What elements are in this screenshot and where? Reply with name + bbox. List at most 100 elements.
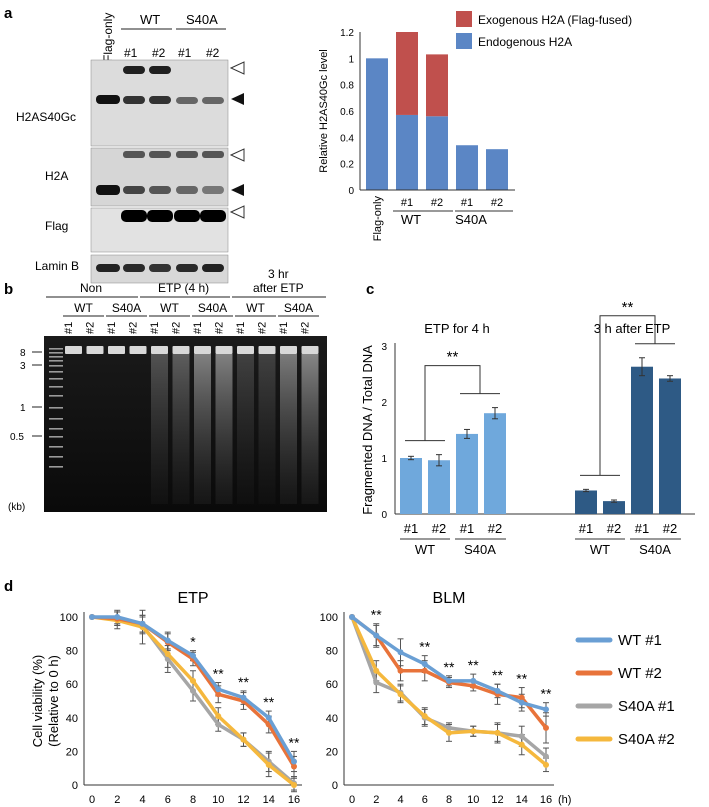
x-tick-label: 16 xyxy=(288,794,300,806)
dna-smear xyxy=(194,354,211,504)
legend-d: WT #1 WT #2 S40A #1 S40A #2 xyxy=(575,632,675,748)
group-label: WT xyxy=(140,12,160,27)
legend-label: WT #2 xyxy=(618,665,662,682)
gel-group-label: WT xyxy=(74,301,93,315)
x-tick-label: #1 xyxy=(635,521,649,536)
gel-group-label: S40A xyxy=(284,301,313,315)
group-title: ETP for 4 h xyxy=(424,321,490,336)
x-unit: (h) xyxy=(558,794,571,806)
y-tick-label: 0.8 xyxy=(340,81,354,92)
ladder-band xyxy=(49,446,63,448)
x-tick-label: 0 xyxy=(89,794,95,806)
x-tick-label: #2 xyxy=(488,521,502,536)
gel-lane-label: #1 xyxy=(149,322,161,334)
lane-label: Flag-only xyxy=(101,13,115,62)
bar xyxy=(659,378,681,514)
y-tick-label: 0 xyxy=(72,780,78,792)
significance-label: ** xyxy=(289,734,300,750)
ladder-band xyxy=(49,352,63,354)
subgroup-label: WT xyxy=(415,542,435,557)
dna-smear xyxy=(172,354,190,504)
data-point xyxy=(543,706,549,713)
ladder-band xyxy=(49,365,63,367)
dna-smear xyxy=(301,354,319,504)
panel-label-b: b xyxy=(4,281,13,298)
size-marker: 1 xyxy=(20,403,26,414)
gel-header: 3 hr xyxy=(268,267,289,281)
gel-lane-label: #2 xyxy=(214,322,226,334)
data-point xyxy=(349,614,355,620)
legend-label: S40A #1 xyxy=(618,698,675,715)
ladder-band xyxy=(49,418,63,420)
ladder-band xyxy=(49,466,63,468)
group-title: 3 h after ETP xyxy=(594,321,671,336)
genomic-band xyxy=(194,346,211,354)
data-point xyxy=(446,724,452,731)
ladder-band xyxy=(49,356,63,358)
dna-smear xyxy=(215,354,233,504)
genomic-band xyxy=(237,346,254,354)
significance-label: * xyxy=(190,634,196,650)
bar xyxy=(631,366,653,514)
y-tick-label: 0.4 xyxy=(340,133,354,144)
significance-label: ** xyxy=(468,657,479,673)
row-label: Flag xyxy=(45,219,68,233)
panel-label-d: d xyxy=(4,578,13,595)
gel-lane-label: #2 xyxy=(128,322,140,334)
open-arrow-icon xyxy=(229,61,245,75)
group-label: S40A xyxy=(455,212,487,227)
x-tick-label: 10 xyxy=(212,794,224,806)
group-label: WT xyxy=(401,212,421,227)
gel-lane-label: #1 xyxy=(63,322,75,334)
row-label: H2AS40Gc xyxy=(16,110,76,124)
bar xyxy=(456,433,478,514)
data-point xyxy=(421,713,428,720)
x-tick-label: 12 xyxy=(491,794,503,806)
significance-label: ** xyxy=(213,666,224,682)
significance-label: ** xyxy=(516,671,527,687)
bar xyxy=(456,145,478,190)
data-point xyxy=(215,686,222,693)
y-axis-label: Fragmented DNA / Total DNA xyxy=(360,345,375,515)
x-tick-label: Flag-only xyxy=(372,196,384,242)
genomic-band xyxy=(65,346,82,354)
y-tick-label: 100 xyxy=(60,612,78,624)
y-tick-label: 60 xyxy=(326,679,338,691)
gel-lane-label: #2 xyxy=(171,322,183,334)
bar xyxy=(428,460,450,514)
bar xyxy=(396,114,418,190)
significance-label: ** xyxy=(447,349,459,366)
significance-label: ** xyxy=(263,694,274,710)
y-tick-label: 0 xyxy=(348,186,354,197)
bar xyxy=(603,501,625,514)
etp-viability-chart: 0 20 40 60 80 100 0 2 4 6 8 10 12 14 16 ETP Cell viabili… xyxy=(30,590,302,806)
lane-label: #1 xyxy=(124,46,138,60)
y-tick-label: 1.2 xyxy=(340,28,354,39)
significance-label: ** xyxy=(622,299,634,316)
data-point xyxy=(518,741,525,748)
x-tick-label: 0 xyxy=(349,794,355,806)
x-tick-label: 16 xyxy=(540,794,552,806)
data-point xyxy=(190,677,196,684)
data-point xyxy=(373,632,380,639)
subgroup-label: S40A xyxy=(639,542,671,557)
y-tick-label: 40 xyxy=(66,713,78,725)
data-point xyxy=(139,620,146,627)
significance-label: ** xyxy=(419,639,430,655)
x-tick-label: 6 xyxy=(165,794,171,806)
agarose-gel: Non ETP (4 h) 3 hr after ETP WT S40A WT S40… xyxy=(8,267,327,513)
data-point xyxy=(470,682,477,689)
data-point xyxy=(518,699,525,706)
gel-header: ETP (4 h) xyxy=(158,281,209,295)
data-point xyxy=(446,729,452,736)
data-point xyxy=(291,782,297,788)
data-point xyxy=(215,691,222,698)
data-point xyxy=(190,652,196,659)
significance-label: ** xyxy=(444,659,455,675)
dna-smear xyxy=(258,354,276,504)
size-marker: 3 xyxy=(20,361,26,372)
data-point xyxy=(397,667,404,674)
data-point xyxy=(543,724,549,731)
data-point xyxy=(446,677,452,684)
lane-label: #2 xyxy=(152,46,166,60)
